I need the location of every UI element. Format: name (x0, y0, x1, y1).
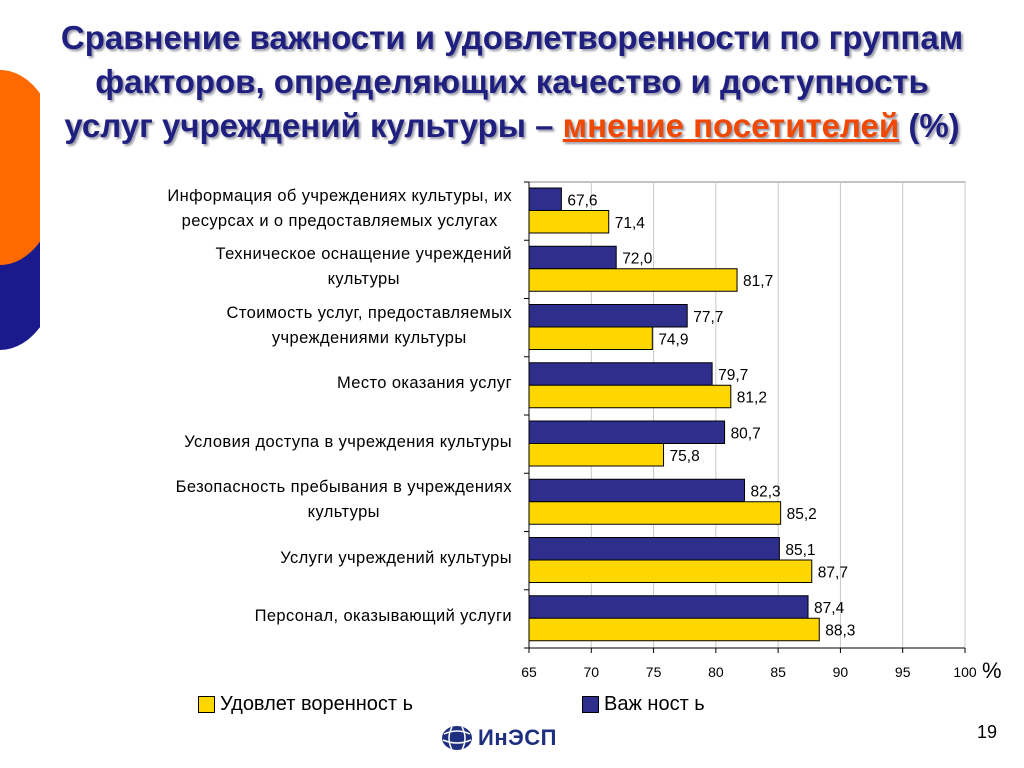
bar-importance (528, 420, 726, 444)
category-label-line: Безопасность пребывания в учреждениях (175, 478, 512, 497)
x-tick-label: 90 (833, 664, 849, 680)
legend-item-satisfaction: Удовлет воренност ь (198, 693, 413, 716)
x-tick-label: 100 (953, 664, 977, 680)
category-label-line: Услуги учреждений культуры (280, 549, 512, 568)
category-label: Техническое оснащение учреждений культуры (216, 242, 512, 292)
globe-logo-icon (442, 726, 472, 751)
title-line-3-prefix: услуг учреждений культуры – (64, 107, 563, 144)
bar-satisfaction (528, 559, 813, 583)
category-label: Информация об учреждениях культуры, их ре… (167, 184, 512, 234)
x-tick-label: 80 (708, 664, 724, 680)
category-label-line: культуры (327, 270, 400, 289)
bar-importance (528, 245, 617, 270)
x-tick-label: 95 (895, 664, 911, 680)
category-label-line: Стоимость услуг, предоставляемых (226, 303, 512, 322)
data-label: 82,3 (751, 484, 781, 501)
category-label: Персонал, оказывающий услуги (255, 604, 512, 629)
category-label: Условия доступа в учреждения культуры (184, 430, 512, 455)
bar-importance (528, 304, 688, 328)
bar-satisfaction (528, 617, 820, 642)
category-label: Услуги учреждений культуры (280, 546, 512, 571)
bar-importance (528, 537, 780, 561)
x-tick-label: 85 (770, 664, 786, 680)
page-title: Сравнение важности и удовлетворенности п… (20, 16, 1004, 148)
bar-importance (528, 362, 713, 386)
title-highlight: мнение посетителей (562, 107, 900, 144)
category-label-line: ресурсах и о предоставляемых услугах (181, 212, 498, 231)
data-label: 74,9 (658, 331, 688, 348)
category-label-line: Место оказания услуг (336, 374, 512, 393)
slide-decoration (0, 70, 40, 350)
data-label: 87,4 (814, 600, 845, 617)
data-label: 71,4 (615, 215, 646, 232)
data-label: 72,0 (622, 251, 653, 268)
logo: ИнЭСП (440, 724, 557, 752)
x-tick-label: 75 (646, 664, 662, 680)
data-label: 85,2 (787, 506, 817, 523)
category-label-line: Техническое оснащение учреждений (215, 245, 512, 264)
data-label: 80,7 (731, 425, 761, 442)
category-label-line: Условия доступа в учреждения культуры (184, 432, 512, 451)
category-label-line: Персонал, оказывающий услуги (254, 607, 512, 626)
legend-swatch-satisfaction (198, 696, 215, 713)
category-label-line: учреждениями культуры (271, 328, 467, 347)
legend-label-satisfaction: Удовлет воренност ь (220, 693, 414, 715)
legend-swatch-importance (582, 696, 599, 713)
category-label: Место оказания услуг (337, 371, 512, 396)
data-label: 87,7 (818, 564, 848, 581)
legend-item-importance: Важ ност ь (582, 693, 705, 716)
deco-orange-arc (0, 70, 40, 265)
slide-number: 19 (977, 722, 998, 742)
bar-importance (528, 187, 562, 211)
x-tick-label: 65 (521, 664, 537, 680)
category-label-line: культуры (307, 503, 380, 522)
bar-importance (528, 478, 746, 503)
data-label: 81,2 (737, 390, 767, 407)
x-axis-unit-label: % (982, 658, 1002, 683)
bar-satisfaction (528, 268, 738, 292)
bar-satisfaction (528, 501, 782, 525)
logo-text: ИнЭСП (478, 725, 557, 750)
bar-satisfaction (528, 384, 732, 409)
category-label: Стоимость услуг, предоставляемых учрежден… (227, 301, 512, 351)
data-label: 75,8 (670, 448, 700, 465)
bar-satisfaction (528, 443, 665, 467)
data-label: 88,3 (825, 623, 855, 640)
category-label-line: Информация об учреждениях культуры, их (167, 187, 512, 206)
data-label: 79,7 (718, 367, 748, 384)
title-line-2: факторов, определяющих качество и доступ… (95, 63, 929, 100)
bar-satisfaction (528, 326, 653, 350)
data-label: 85,1 (785, 542, 815, 559)
legend-label-importance: Важ ност ь (604, 693, 705, 715)
data-label: 81,7 (743, 273, 773, 290)
category-label: Безопасность пребывания в учреждениях кул… (176, 475, 512, 525)
bar-importance (528, 595, 809, 619)
data-label: 77,7 (693, 309, 723, 326)
x-tick-label: 70 (583, 664, 599, 680)
bar-satisfaction (528, 210, 610, 234)
title-line-3-suffix: (%) (899, 107, 960, 144)
title-line-1: Сравнение важности и удовлетворенности п… (60, 19, 964, 56)
data-label: 67,6 (567, 192, 597, 209)
